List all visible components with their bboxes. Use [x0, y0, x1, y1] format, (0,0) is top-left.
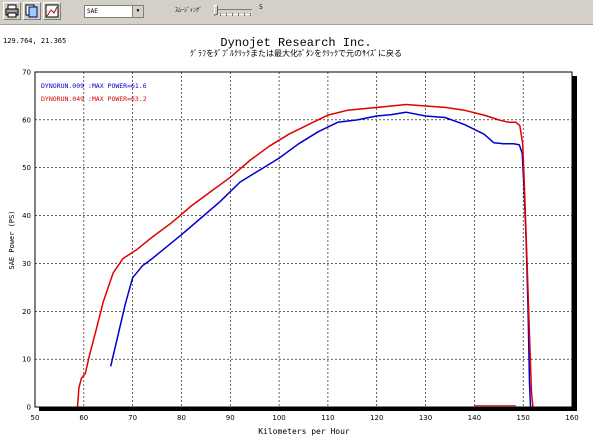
x-tick-label: 160	[565, 414, 578, 422]
x-tick-label: 110	[321, 414, 334, 422]
smoothing-slider-ticks	[214, 13, 252, 16]
y-tick-label: 50	[22, 164, 31, 172]
x-tick-label: 140	[468, 414, 481, 422]
y-tick-label: 70	[22, 69, 31, 77]
x-tick-label: 80	[177, 414, 186, 422]
x-tick-label: 120	[370, 414, 383, 422]
correction-select[interactable]: SAE ▼	[84, 5, 144, 18]
x-tick-label: 150	[516, 414, 529, 422]
x-tick-label: 90	[226, 414, 235, 422]
chevron-down-icon[interactable]: ▼	[132, 6, 143, 17]
grid	[35, 72, 572, 407]
chart-subtitle: ｸﾞﾗﾌをﾀﾞﾌﾞﾙｸﾘｯｸまたは最大化ﾎﾞﾀﾝをｸﾘｯｸで元のｻｲｽﾞに戻る	[190, 48, 402, 58]
copy-button[interactable]	[23, 2, 41, 20]
chart-panel: 129.764, 21.365 Dynojet Research Inc. ｸﾞ…	[0, 25, 593, 442]
y-tick-label: 30	[22, 260, 31, 268]
series-group	[76, 103, 534, 408]
axes: 50 60 70 80 90 100 110 120 130 140 150 160 0 10 20 30 40…	[22, 69, 579, 423]
y-tick-label: 60	[22, 116, 31, 124]
chart-title: Dynojet Research Inc.	[220, 36, 371, 50]
series-line-1	[109, 111, 532, 408]
copy-icon	[25, 4, 38, 18]
chart-settings-button[interactable]	[43, 2, 61, 20]
smoothing-slider-thumb[interactable]	[214, 5, 218, 15]
legend-entry-2: DYNORUN.049 :MAX POWER=63.2	[41, 95, 147, 103]
cursor-readout: 129.764, 21.365	[3, 37, 66, 45]
x-tick-label: 100	[272, 414, 285, 422]
print-icon	[5, 4, 19, 18]
smoothing-value: 5	[259, 4, 263, 11]
plot-shadow-bottom	[39, 407, 577, 411]
plot-shadow-right	[572, 76, 577, 411]
x-tick-label: 70	[128, 414, 137, 422]
x-axis-label: Kilometers per Hour	[258, 427, 350, 436]
chart-settings-icon	[45, 4, 59, 18]
x-tick-label: 130	[419, 414, 432, 422]
series-line-2	[76, 103, 534, 408]
y-tick-label: 0	[27, 404, 31, 412]
legend-entry-1: DYNORUN.009 :MAX POWER=61.6	[41, 82, 147, 90]
y-tick-label: 20	[22, 308, 31, 316]
toolbar: SAE ▼ ｽﾑｰｼﾞｨﾝｸﾞ 5	[0, 0, 593, 25]
y-tick-label: 40	[22, 212, 31, 220]
x-tick-label: 50	[31, 414, 40, 422]
smoothing-label: ｽﾑｰｼﾞｨﾝｸﾞ	[175, 7, 203, 14]
plot-frame	[34, 71, 573, 408]
dyno-chart: 129.764, 21.365 Dynojet Research Inc. ｸﾞ…	[3, 36, 579, 436]
y-axis-label: SAE Power (PS)	[8, 210, 16, 269]
y-tick-label: 10	[22, 356, 31, 364]
correction-select-value: SAE	[87, 8, 98, 15]
print-button[interactable]	[3, 2, 21, 20]
legend: DYNORUN.009 :MAX POWER=61.6 DYNORUN.049 :…	[41, 82, 147, 103]
x-tick-label: 60	[79, 414, 88, 422]
